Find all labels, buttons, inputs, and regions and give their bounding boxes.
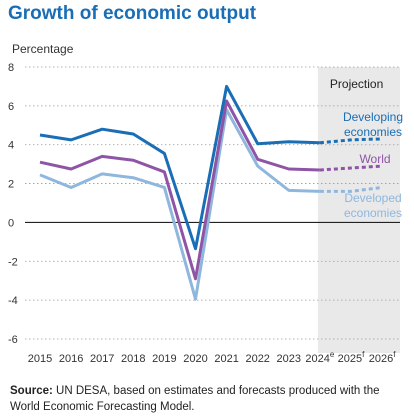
- x-tick-label: 2024e: [305, 350, 334, 365]
- y-tick-label: -4: [8, 295, 18, 307]
- source-text: UN DESA, based on estimates and forecast…: [10, 385, 380, 413]
- x-tick-superscript: f: [362, 350, 365, 359]
- series-line-actual: [39, 99, 320, 281]
- chart-svg: Projection Growth of economic output Per…: [8, 3, 403, 365]
- projection-band: [317, 67, 400, 353]
- series-line-actual: [39, 108, 320, 301]
- x-tick-label: 2021: [214, 353, 238, 365]
- x-tick-label: 2018: [121, 353, 145, 365]
- source-note: Source: UN DESA, based on estimates and …: [10, 383, 410, 415]
- y-tick-label: 2: [8, 179, 14, 191]
- x-tick-label: 2026f: [369, 350, 396, 365]
- series-line-projection: [319, 185, 383, 193]
- series-line-projection: [319, 164, 383, 172]
- x-tick-label: 2016: [59, 353, 83, 365]
- gridlines: [25, 66, 400, 340]
- y-tick-label: -2: [8, 256, 18, 268]
- series-labels: DevelopingeconomiesWorldDevelopedeconomi…: [343, 110, 403, 220]
- series-label: Developing: [343, 110, 403, 124]
- y-tick-label: 4: [8, 140, 14, 152]
- x-tick-label: 2019: [152, 353, 176, 365]
- x-tick-labels: 2015 2016 2017 2018 2019 2020 2021 2022 2023 2024…: [28, 350, 396, 365]
- x-tick-label: 2017: [90, 353, 114, 365]
- y-tick-label: 6: [8, 101, 14, 113]
- x-tick-superscript: f: [393, 350, 396, 359]
- source-label: Source:: [10, 385, 53, 397]
- series-label: World: [359, 152, 390, 166]
- series-lines: [39, 84, 383, 301]
- series-label: economies: [344, 125, 402, 139]
- x-tick-superscript: e: [330, 350, 335, 359]
- series-line-projection: [319, 137, 383, 145]
- x-tick-label: 2025f: [338, 350, 365, 365]
- x-tick-label: 2020: [183, 353, 207, 365]
- series-label: economies: [344, 206, 402, 220]
- x-tick-label: 2022: [245, 353, 269, 365]
- y-tick-labels: 8 6 4 2 0 -2 -4 -6: [8, 62, 18, 346]
- y-tick-label: 8: [8, 62, 14, 74]
- series-label: Developed: [344, 191, 401, 205]
- y-axis-label: Percentage: [12, 42, 74, 56]
- chart-title: Growth of economic output: [8, 3, 257, 24]
- y-tick-label: 0: [8, 217, 14, 229]
- y-tick-label: -6: [8, 334, 18, 346]
- projection-label: Projection: [330, 77, 383, 91]
- series-line-actual: [39, 84, 320, 251]
- x-tick-label: 2023: [277, 353, 301, 365]
- x-tick-label: 2015: [28, 353, 52, 365]
